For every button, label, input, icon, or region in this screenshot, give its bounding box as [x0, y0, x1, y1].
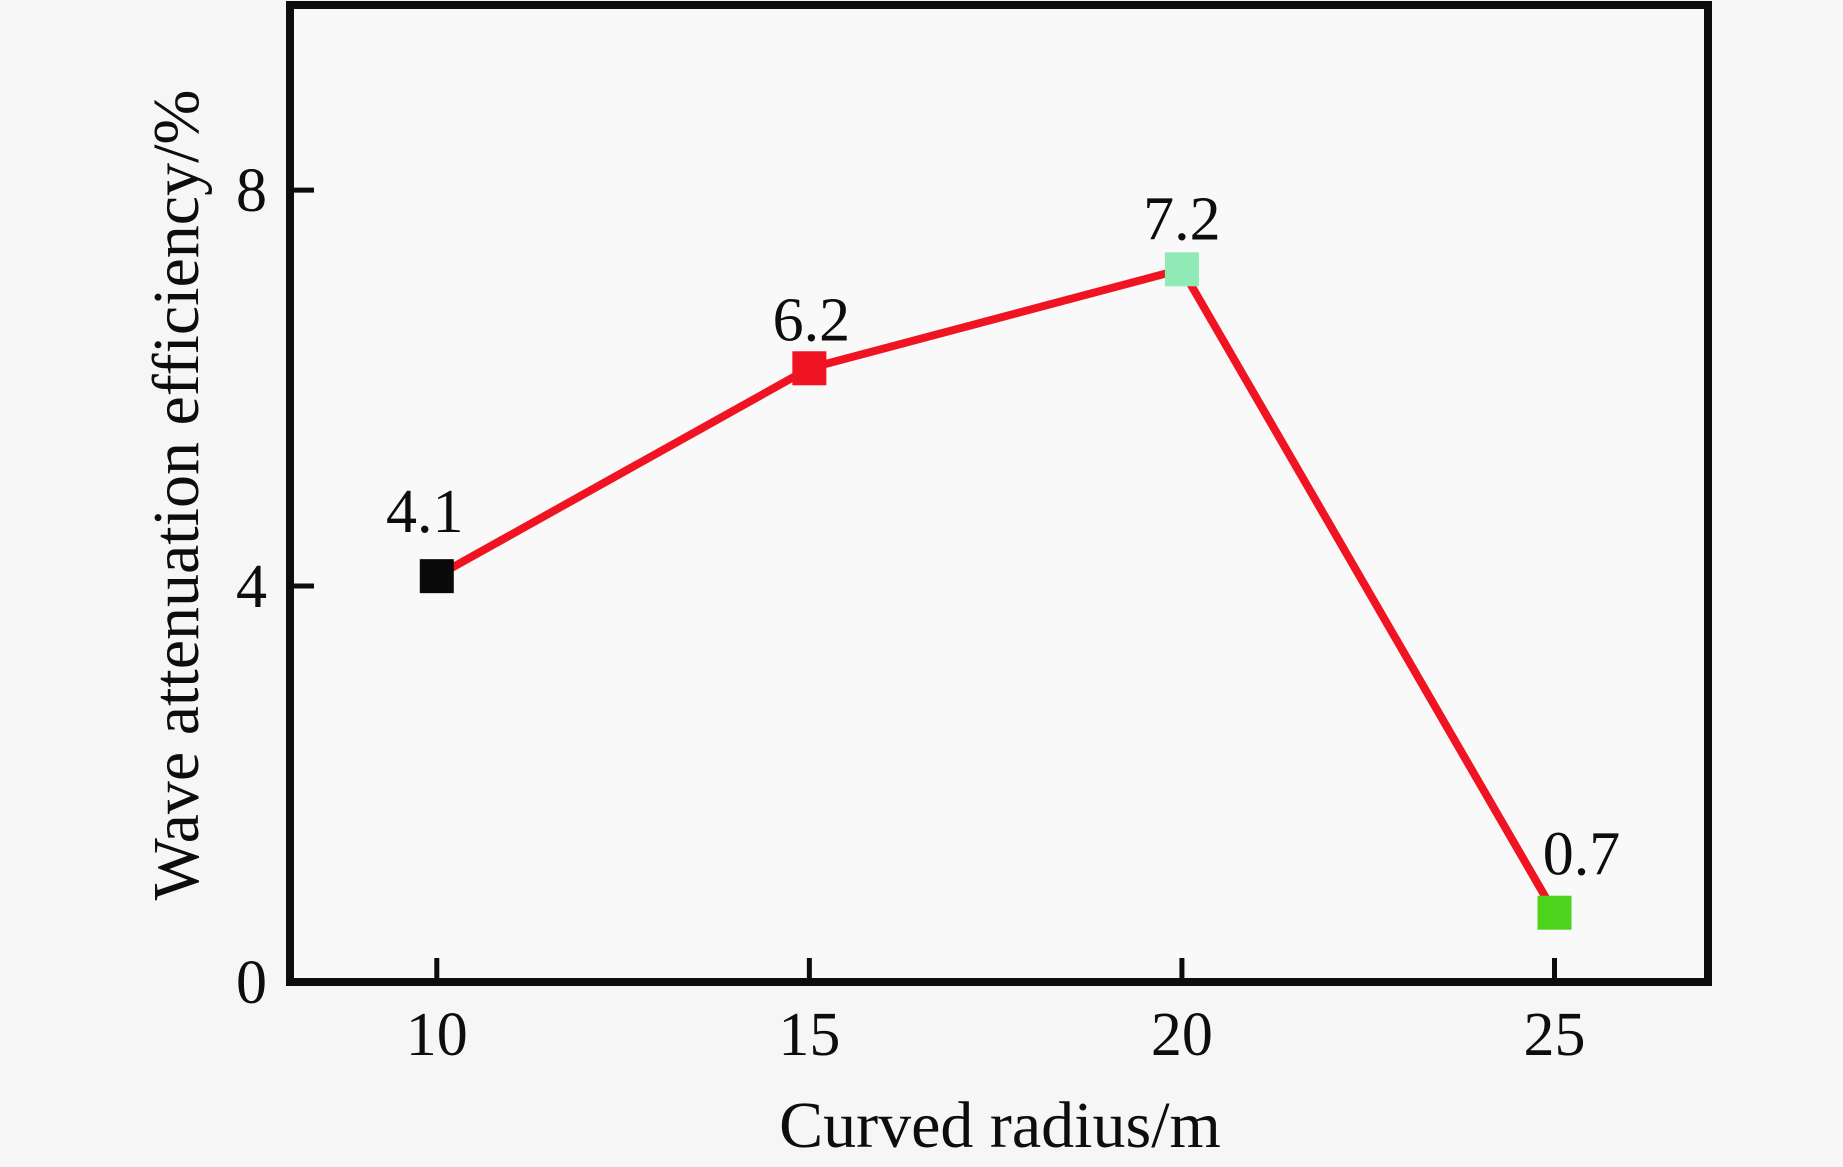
chart-content: 10 15 20 25 0 4 8 4.1 6.2 7.2 0.7: [236, 157, 1620, 1069]
y-tick-label: 8: [236, 157, 267, 225]
data-point-marker-25: [1537, 895, 1572, 930]
y-axis-title: Wave attenuation efficiency/%: [140, 90, 213, 901]
y-tick-label: 4: [236, 553, 267, 621]
y-tick-label: 0: [236, 949, 267, 1017]
data-point-marker-20: [1164, 252, 1199, 287]
data-point-label-25: 0.7: [1543, 821, 1621, 889]
x-tick-label: 25: [1524, 1001, 1586, 1069]
x-tick-label: 15: [778, 1001, 840, 1069]
x-tick-label: 10: [406, 1001, 468, 1069]
plot-border: [286, 1, 1712, 986]
data-point-marker-15: [792, 351, 827, 386]
series-line: [434, 264, 1558, 915]
plot-area: [290, 5, 1708, 982]
data-point-label-20: 7.2: [1143, 185, 1221, 253]
data-point-label-10: 4.1: [386, 478, 464, 546]
data-point-label-15: 6.2: [773, 286, 851, 354]
x-tick-label: 20: [1151, 1001, 1213, 1069]
data-point-marker-10: [419, 559, 454, 594]
x-axis-title: Curved radius/m: [779, 1089, 1221, 1162]
